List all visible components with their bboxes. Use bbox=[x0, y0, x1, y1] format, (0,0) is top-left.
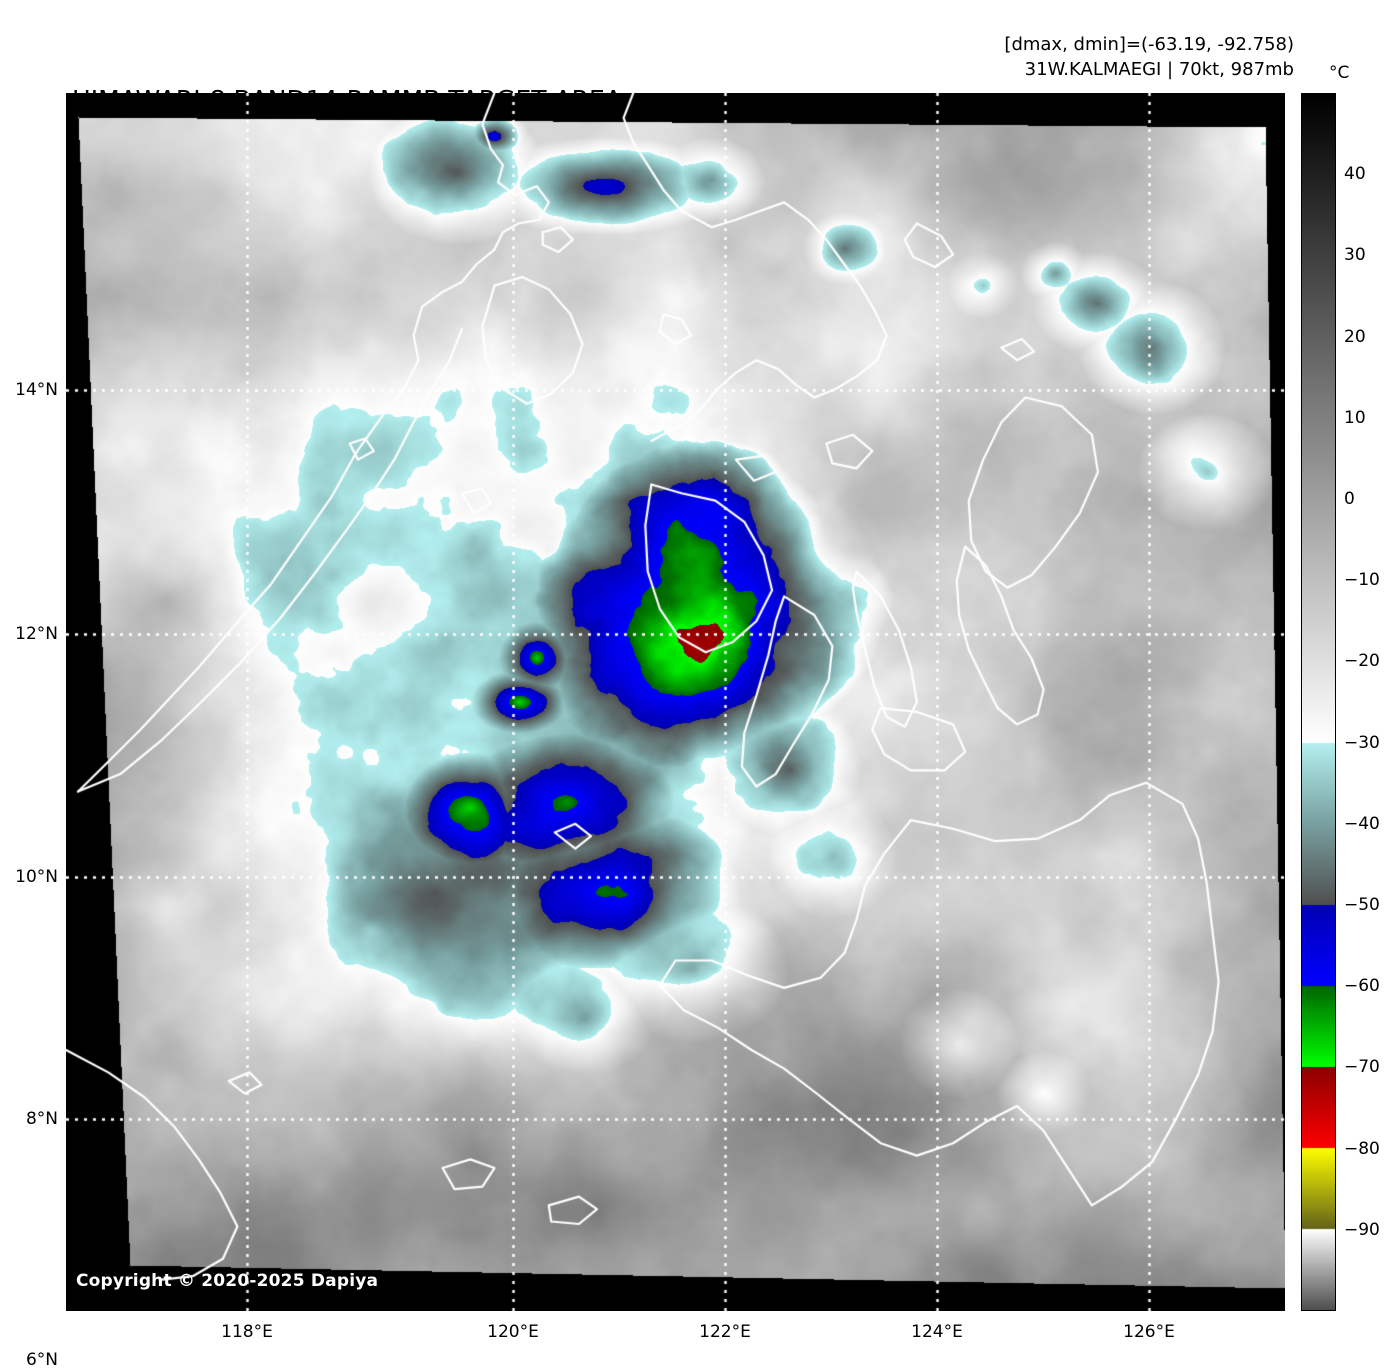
colorbar-gradient bbox=[1302, 94, 1335, 1310]
copyright-notice: Copyright © 2020-2025 Dapiya bbox=[76, 1271, 379, 1291]
x-axis-tick-label: 118°E bbox=[221, 1322, 273, 1342]
x-axis-tick-label: 122°E bbox=[699, 1322, 751, 1342]
x-axis-tick-label: 124°E bbox=[911, 1322, 963, 1342]
colorbar-tick-label: −80 bbox=[1344, 1138, 1380, 1159]
colorbar-tick-label: 20 bbox=[1344, 326, 1366, 347]
satellite-image-plot: Copyright © 2020-2025 Dapiya bbox=[66, 93, 1285, 1311]
colorbar-tick-label: −40 bbox=[1344, 813, 1380, 834]
y-axis-tick-label: 6°N bbox=[25, 1350, 58, 1370]
y-axis-tick-label: 10°N bbox=[15, 867, 58, 887]
y-axis-tick-label: 12°N bbox=[15, 624, 58, 644]
colorbar-tick-label: −90 bbox=[1344, 1219, 1380, 1240]
x-axis-tick-label: 120°E bbox=[487, 1322, 539, 1342]
colorbar-tick-label: 30 bbox=[1344, 245, 1366, 266]
x-axis-tick-label: 126°E bbox=[1123, 1322, 1175, 1342]
y-axis-tick-label: 8°N bbox=[25, 1109, 58, 1129]
colorbar-unit-label: °C bbox=[1329, 63, 1350, 83]
storm-info-label: 31W.KALMAEGI | 70kt, 987mb bbox=[1024, 59, 1294, 80]
metadata-block: [dmax, dmin]=(-63.19, -92.758) 31W.KALMA… bbox=[1004, 32, 1294, 82]
temperature-colorbar bbox=[1301, 93, 1336, 1311]
dmax-dmin-label: [dmax, dmin]=(-63.19, -92.758) bbox=[1004, 34, 1294, 55]
colorbar-tick-label: −50 bbox=[1344, 895, 1380, 915]
colorbar-tick-label: −10 bbox=[1344, 570, 1380, 591]
colorbar-tick-label: −30 bbox=[1344, 732, 1380, 753]
colorbar-tick-label: −70 bbox=[1344, 1057, 1380, 1078]
lat-lon-gridlines bbox=[66, 93, 1285, 1311]
colorbar-tick-label: 0 bbox=[1344, 489, 1355, 509]
y-axis-tick-label: 14°N bbox=[15, 380, 58, 400]
colorbar-tick-label: −60 bbox=[1344, 976, 1380, 997]
colorbar-tick-label: 10 bbox=[1344, 407, 1366, 428]
colorbar-tick-label: 40 bbox=[1344, 164, 1366, 185]
colorbar-tick-label: −20 bbox=[1344, 651, 1380, 672]
